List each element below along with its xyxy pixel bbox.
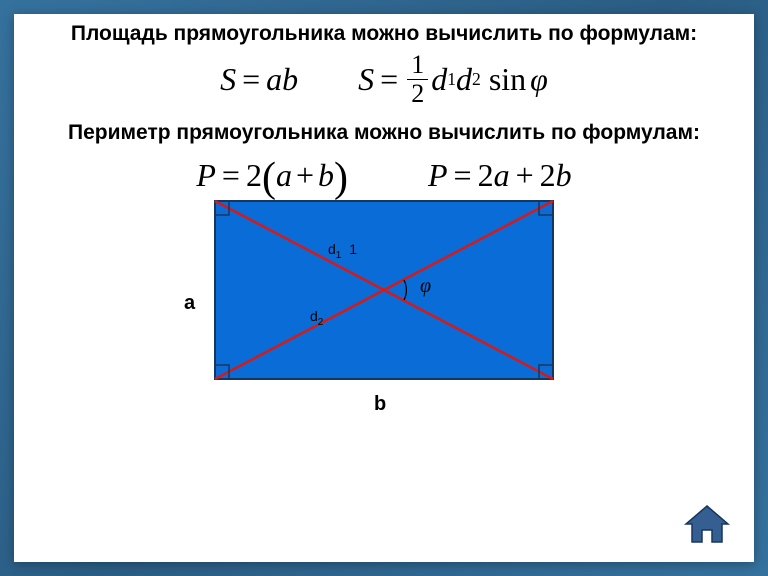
- label-d1: d1 1: [328, 241, 357, 261]
- formula-area-ab: S = ab: [220, 61, 298, 98]
- label-side-b: b: [374, 393, 386, 416]
- label-side-a: a: [184, 292, 195, 315]
- sym-eq2: =: [380, 61, 398, 98]
- fraction-half: 1 2: [407, 52, 428, 107]
- slide: Площадь прямоугольника можно вычислить п…: [14, 14, 754, 562]
- sym-a: a: [266, 61, 282, 98]
- sym-2: 2: [246, 157, 262, 194]
- sym-P2: P: [428, 157, 448, 194]
- d2-d: d: [310, 308, 318, 324]
- sym-phi: φ: [530, 61, 548, 98]
- sym-2a: 2: [478, 157, 494, 194]
- frac-den: 2: [407, 81, 428, 107]
- perimeter-title: Периметр прямоугольника можно вычислить …: [14, 113, 754, 153]
- sym-eq4: =: [454, 157, 472, 194]
- sym-d1: d: [431, 61, 447, 98]
- sym-plus: +: [296, 157, 314, 194]
- sym-P: P: [196, 157, 216, 194]
- d1-sub: 1: [336, 250, 342, 261]
- formula-perim-1: P = 2(a + b): [196, 157, 348, 194]
- sym-b2: b: [318, 157, 334, 194]
- perimeter-formula-row: P = 2(a + b) P = 2a + 2b: [14, 157, 754, 194]
- formula-area-diag: S = 1 2 d1d2 sin φ: [358, 52, 548, 107]
- sym-b3: b: [556, 157, 572, 194]
- label-d2: d2: [310, 308, 323, 328]
- d2-sub: 2: [318, 317, 324, 328]
- sym-a3: a: [494, 157, 510, 194]
- area-title: Площадь прямоугольника можно вычислить п…: [14, 14, 754, 48]
- frac-num: 1: [407, 52, 428, 78]
- home-button[interactable]: [682, 502, 732, 546]
- sym-b: b: [282, 61, 298, 98]
- sym-eq3: =: [222, 157, 240, 194]
- sym-d2: d: [456, 61, 472, 98]
- sym-plus2: +: [516, 157, 534, 194]
- rectangle-diagram: a b d1 1 d2 φ: [14, 200, 754, 430]
- sym-d1-sub: 1: [447, 69, 456, 90]
- d1-extra: 1: [349, 241, 357, 257]
- sym-a2: a: [276, 157, 292, 194]
- area-formula-row: S = ab S = 1 2 d1d2 sin φ: [14, 52, 754, 107]
- d1-d: d: [328, 241, 336, 257]
- home-icon: [682, 502, 732, 546]
- label-phi: φ: [420, 275, 431, 298]
- sym-S2: S: [358, 61, 374, 98]
- sym-eq: =: [242, 61, 260, 98]
- sym-sin: sin: [489, 61, 526, 98]
- formula-perim-2: P = 2a + 2b: [428, 157, 572, 194]
- sym-S: S: [220, 61, 236, 98]
- sym-2b: 2: [540, 157, 556, 194]
- diagram-svg: [214, 200, 554, 390]
- sym-d2-sub: 2: [472, 69, 481, 90]
